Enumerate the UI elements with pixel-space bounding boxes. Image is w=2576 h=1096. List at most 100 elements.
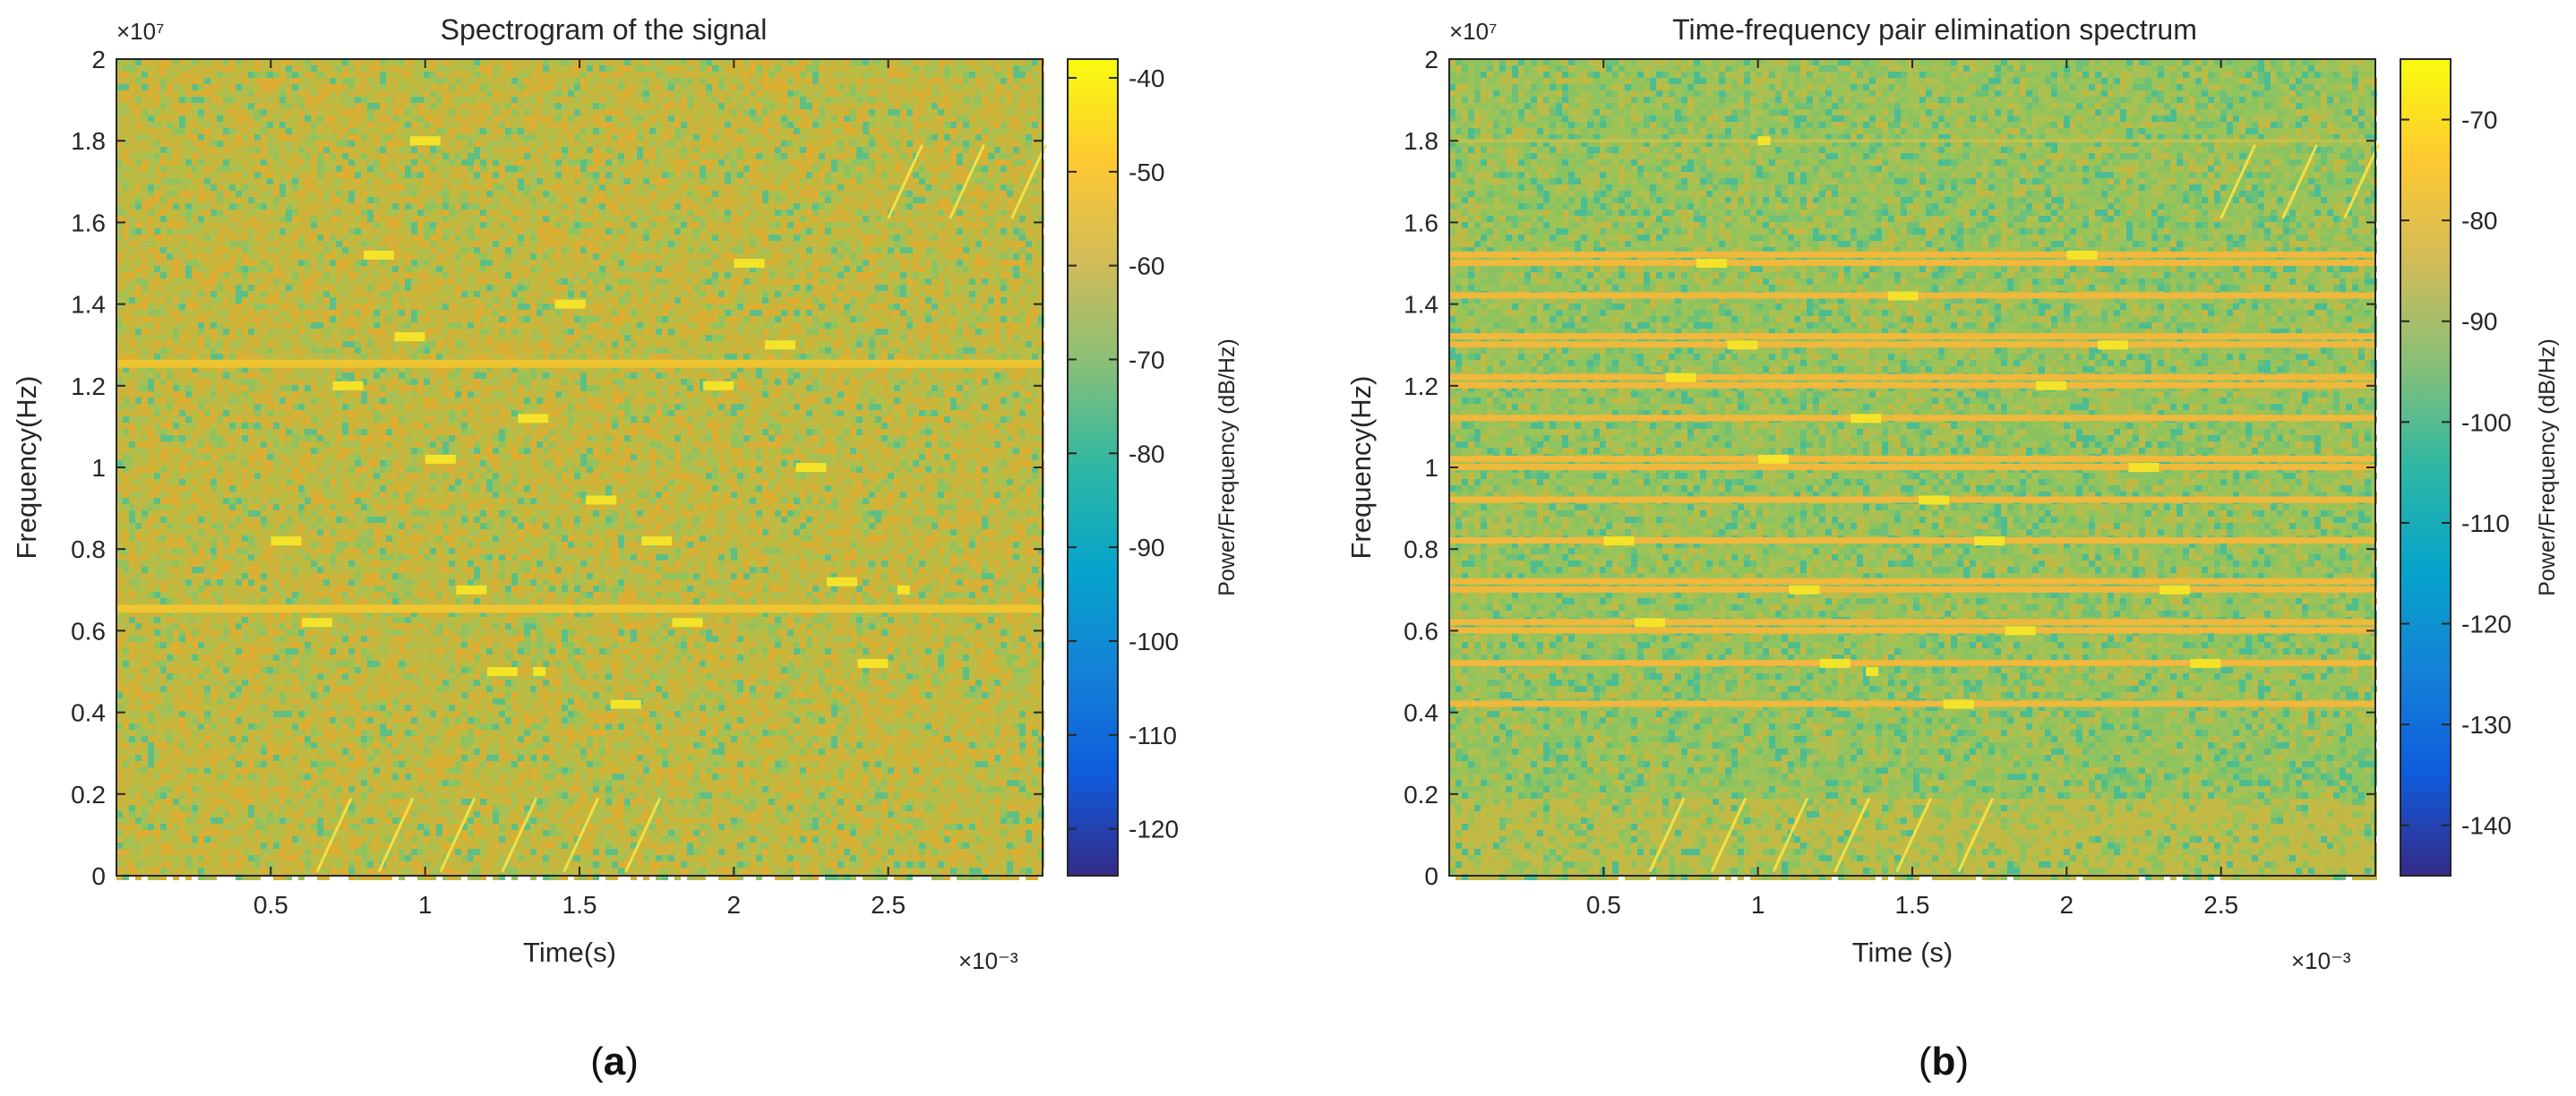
heatmap-cell xyxy=(944,272,950,278)
heatmap-cell xyxy=(605,203,612,210)
heatmap-cell xyxy=(612,97,618,103)
heatmap-cell xyxy=(925,84,932,90)
heatmap-cell xyxy=(982,65,988,72)
heatmap-cell xyxy=(123,65,129,72)
heatmap-cell xyxy=(1032,210,1038,216)
heatmap-cell xyxy=(179,228,185,235)
heatmap-cell xyxy=(850,210,856,216)
heatmap-cell xyxy=(593,153,599,159)
heatmap-cell xyxy=(988,347,994,354)
heatmap-cell xyxy=(449,297,455,304)
heatmap-cell xyxy=(681,116,687,122)
heatmap-cell xyxy=(963,341,969,347)
heatmap-cell xyxy=(674,216,681,222)
heatmap-cell xyxy=(198,228,204,235)
heatmap-cell xyxy=(405,172,411,178)
heatmap-cell xyxy=(292,272,298,278)
heatmap-cell xyxy=(856,159,863,166)
heatmap-cell xyxy=(957,210,963,216)
heatmap-cell xyxy=(750,78,756,84)
heatmap-cell xyxy=(468,97,474,103)
heatmap-cell xyxy=(668,210,674,216)
heatmap-cell xyxy=(1032,172,1038,178)
heatmap-cell xyxy=(549,329,555,335)
heatmap-cell xyxy=(982,128,988,134)
heatmap-cell xyxy=(1007,260,1013,266)
heatmap-cell xyxy=(618,122,624,128)
heatmap-cell xyxy=(775,166,781,172)
heatmap-cell xyxy=(279,329,286,335)
heatmap-cell xyxy=(330,316,336,322)
heatmap-cell xyxy=(737,335,743,341)
heatmap-cell xyxy=(969,278,975,285)
heatmap-cell xyxy=(116,178,123,184)
heatmap-cell xyxy=(762,78,769,84)
heatmap-cell xyxy=(932,297,938,304)
heatmap-cell xyxy=(229,235,236,241)
heatmap-cell xyxy=(812,203,819,210)
heatmap-cell xyxy=(486,153,493,159)
heatmap-cell xyxy=(179,347,185,354)
heatmap-cell xyxy=(587,197,593,203)
heatmap-cell xyxy=(894,247,900,253)
heatmap-cell xyxy=(555,166,562,172)
heatmap-cell xyxy=(530,134,537,141)
heatmap-cell xyxy=(204,166,210,172)
heatmap-cell xyxy=(386,304,392,310)
heatmap-cell xyxy=(179,191,185,197)
heatmap-cell xyxy=(975,78,982,84)
heatmap-cell xyxy=(568,178,574,184)
heatmap-cell xyxy=(624,103,631,109)
heatmap-cell xyxy=(580,172,587,178)
heatmap-cell xyxy=(167,266,173,272)
heatmap-cell xyxy=(612,103,618,109)
heatmap-cell xyxy=(154,347,160,354)
heatmap-cell xyxy=(518,172,524,178)
heatmap-cell xyxy=(261,197,267,203)
heatmap-cell xyxy=(279,103,286,109)
heatmap-cell xyxy=(574,216,580,222)
heatmap-cell xyxy=(530,197,537,203)
heatmap-cell xyxy=(468,141,474,147)
heatmap-cell xyxy=(279,159,286,166)
heatmap-cell xyxy=(468,272,474,278)
heatmap-cell xyxy=(217,134,223,141)
heatmap-cell xyxy=(530,78,537,84)
heatmap-cell xyxy=(555,116,562,122)
heatmap-cell xyxy=(1032,291,1038,297)
heatmap-cell xyxy=(693,197,700,203)
heatmap-cell xyxy=(963,247,969,253)
heatmap-cell xyxy=(775,197,781,203)
heatmap-cell xyxy=(210,304,217,310)
heatmap-cell xyxy=(881,203,888,210)
heatmap-cell xyxy=(668,316,674,322)
heatmap-cell xyxy=(637,147,643,153)
heatmap-cell xyxy=(863,128,869,134)
heatmap-cell xyxy=(192,172,198,178)
heatmap-cell xyxy=(906,103,913,109)
heatmap-cell xyxy=(681,122,687,128)
heatmap-cell xyxy=(668,184,674,191)
heatmap-cell xyxy=(323,291,330,297)
heatmap-cell xyxy=(204,191,210,197)
heatmap-cell xyxy=(386,178,392,184)
heatmap-cell xyxy=(837,159,844,166)
heatmap-cell xyxy=(537,134,543,141)
heatmap-cell xyxy=(888,335,894,341)
heatmap-cell xyxy=(875,222,881,228)
heatmap-cell xyxy=(173,222,179,228)
heatmap-cell xyxy=(599,59,605,65)
heatmap-cell xyxy=(643,272,649,278)
heatmap-cell xyxy=(323,147,330,153)
heatmap-cell xyxy=(693,335,700,341)
heatmap-cell xyxy=(411,235,417,241)
heatmap-cell xyxy=(367,278,374,285)
heatmap-cell xyxy=(593,247,599,253)
heatmap-cell xyxy=(919,116,925,122)
heatmap-cell xyxy=(468,253,474,260)
heatmap-cell xyxy=(455,210,461,216)
heatmap-cell xyxy=(292,184,298,191)
heatmap-cell xyxy=(342,90,348,97)
heatmap-cell xyxy=(167,116,173,122)
heatmap-cell xyxy=(417,241,424,247)
